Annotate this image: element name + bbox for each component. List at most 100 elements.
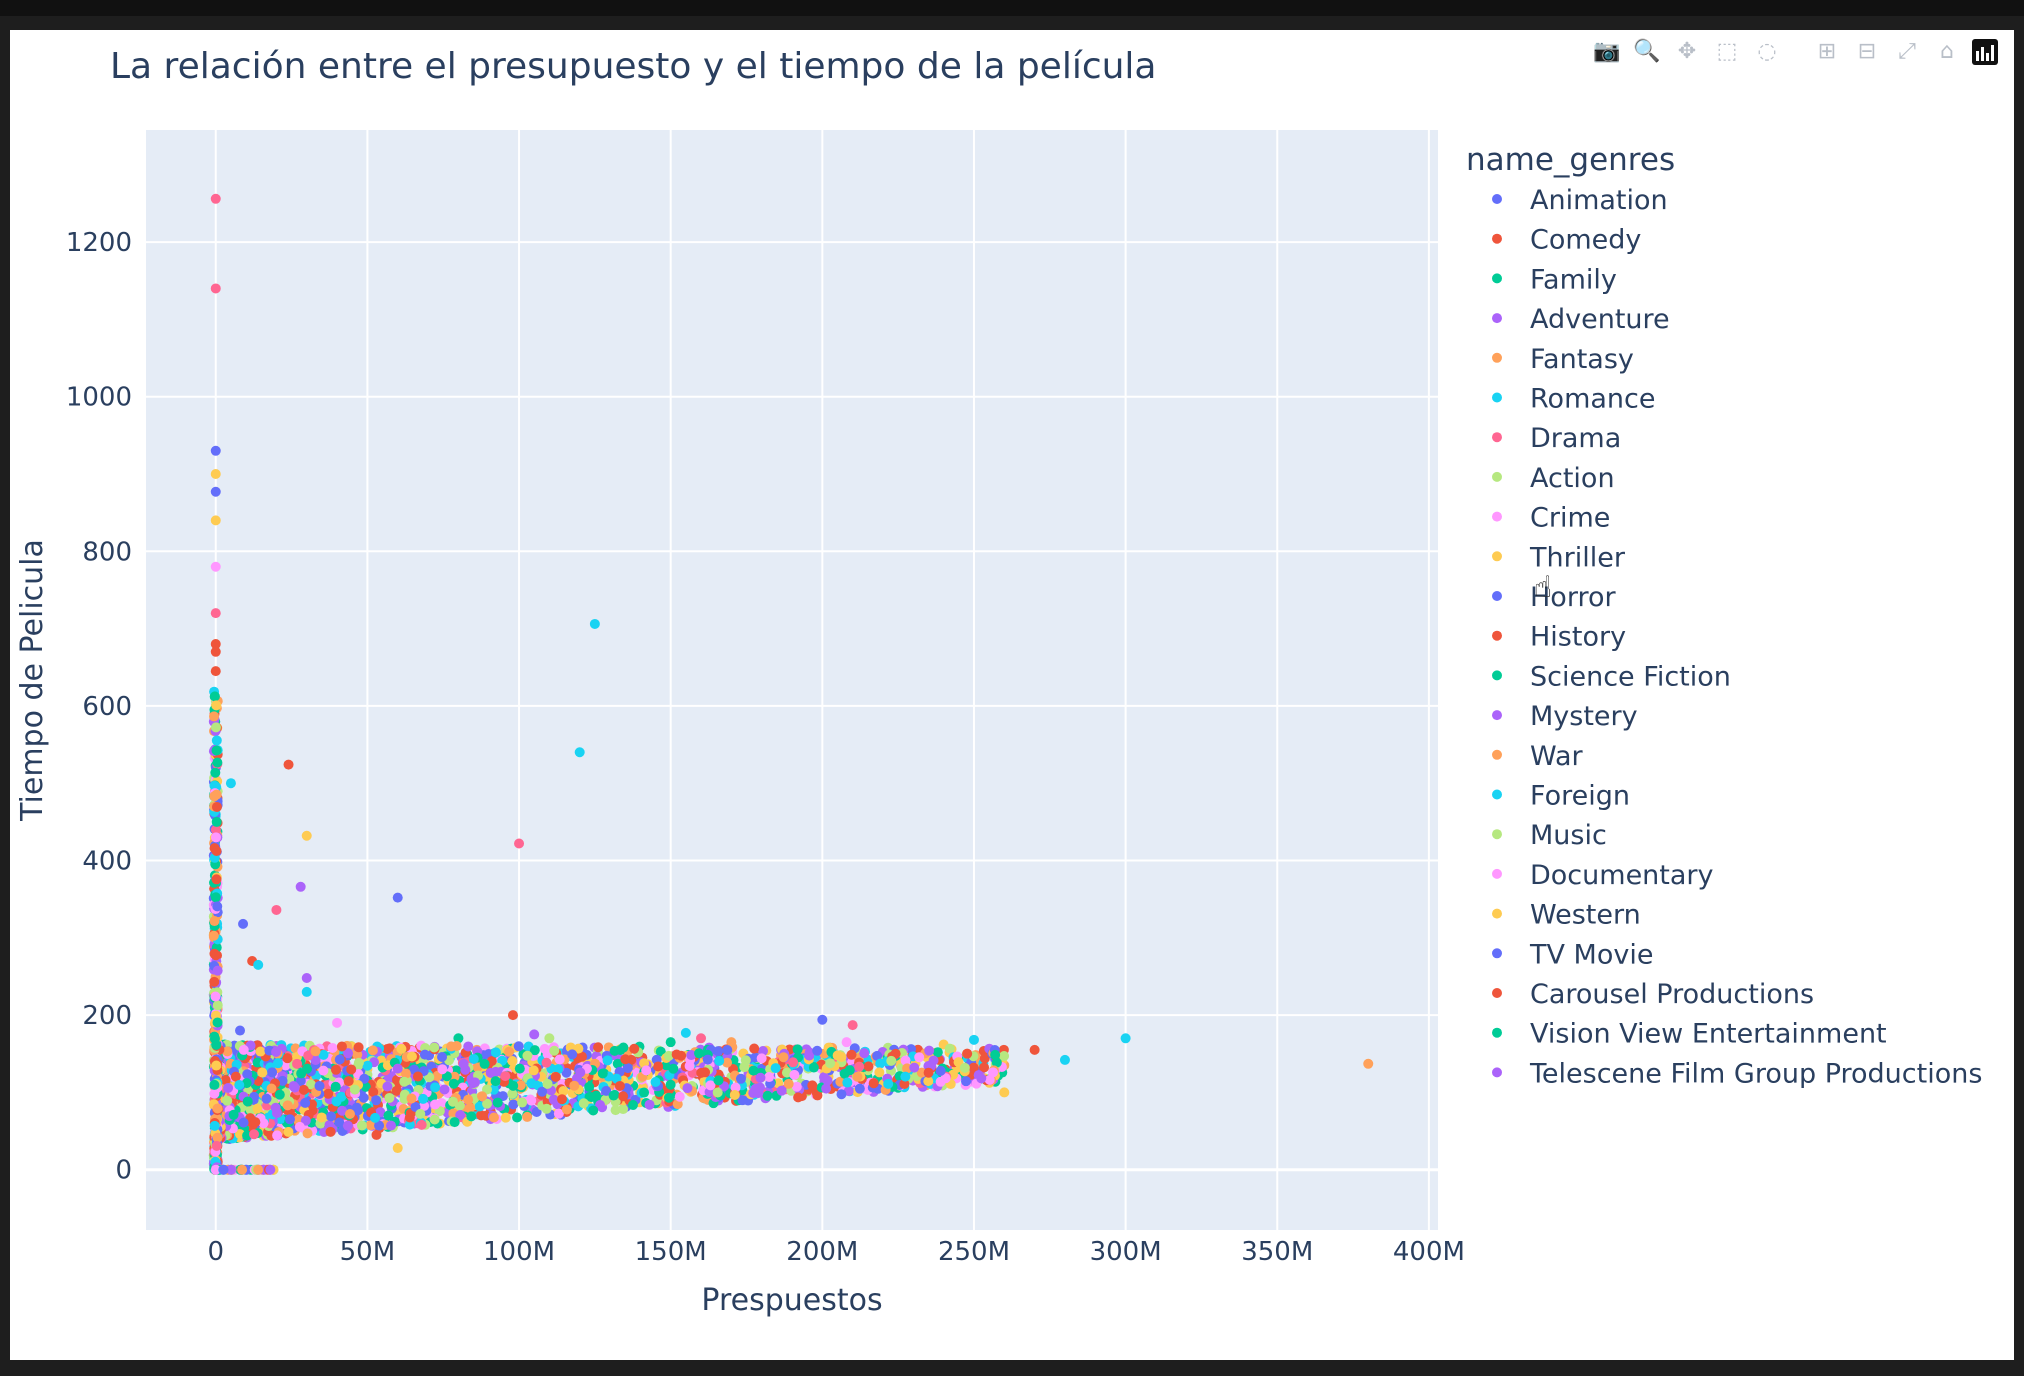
data-point[interactable]	[944, 1043, 955, 1054]
data-point[interactable]	[935, 1065, 946, 1076]
data-point[interactable]	[448, 1078, 459, 1089]
data-point[interactable]	[783, 1078, 794, 1089]
data-point[interactable]	[883, 1078, 894, 1089]
data-point[interactable]	[900, 1055, 911, 1066]
data-point[interactable]	[653, 1061, 664, 1072]
data-point[interactable]	[618, 1104, 629, 1115]
data-point[interactable]	[712, 1087, 723, 1098]
data-point[interactable]	[756, 1053, 767, 1064]
data-point[interactable]	[807, 1080, 818, 1091]
data-point[interactable]	[261, 1093, 272, 1104]
data-point[interactable]	[962, 1048, 973, 1059]
data-point[interactable]	[336, 1041, 347, 1052]
data-point[interactable]	[984, 1074, 995, 1085]
data-point[interactable]	[696, 1067, 707, 1078]
data-point[interactable]	[961, 1076, 972, 1087]
data-point[interactable]	[237, 1164, 248, 1175]
data-point[interactable]	[282, 1100, 293, 1111]
data-point[interactable]	[875, 1058, 886, 1069]
data-point[interactable]	[778, 1052, 789, 1063]
data-point[interactable]	[270, 1102, 281, 1113]
data-point[interactable]	[349, 1084, 360, 1095]
data-point[interactable]	[292, 1058, 303, 1069]
legend-item[interactable]: Action	[1492, 463, 1615, 494]
data-point[interactable]	[238, 918, 249, 929]
data-point[interactable]	[360, 1081, 371, 1092]
data-point[interactable]	[209, 1079, 220, 1090]
data-point[interactable]	[874, 1067, 885, 1078]
data-point[interactable]	[429, 1042, 440, 1053]
data-point[interactable]	[447, 1096, 458, 1107]
data-point[interactable]	[671, 1049, 682, 1060]
data-point[interactable]	[272, 1130, 283, 1141]
data-point[interactable]	[211, 816, 222, 827]
data-point[interactable]	[294, 1121, 305, 1132]
data-point[interactable]	[396, 1043, 407, 1054]
data-point[interactable]	[490, 1066, 501, 1077]
data-point[interactable]	[406, 1051, 417, 1062]
data-point[interactable]	[602, 1055, 613, 1066]
data-point[interactable]	[392, 1063, 403, 1074]
data-point[interactable]	[295, 881, 306, 892]
data-point[interactable]	[680, 1027, 691, 1038]
data-point[interactable]	[301, 972, 312, 983]
data-point[interactable]	[705, 1080, 716, 1091]
data-point[interactable]	[250, 1117, 261, 1128]
data-point[interactable]	[212, 757, 223, 768]
data-point[interactable]	[318, 1049, 329, 1060]
data-point[interactable]	[522, 1111, 533, 1122]
data-point[interactable]	[367, 1045, 378, 1056]
data-point[interactable]	[209, 1120, 220, 1131]
data-point[interactable]	[574, 747, 585, 758]
data-point[interactable]	[346, 1064, 357, 1075]
data-point[interactable]	[539, 1043, 550, 1054]
data-point[interactable]	[416, 1119, 427, 1130]
data-point[interactable]	[682, 1083, 693, 1094]
data-point[interactable]	[569, 1080, 580, 1091]
data-point[interactable]	[210, 515, 221, 526]
data-point[interactable]	[211, 801, 222, 812]
data-point[interactable]	[544, 1033, 555, 1044]
legend-item[interactable]: Foreign	[1492, 781, 1630, 812]
data-point[interactable]	[488, 1112, 499, 1123]
data-point[interactable]	[618, 1091, 629, 1102]
data-point[interactable]	[300, 1097, 311, 1108]
data-point[interactable]	[588, 1105, 599, 1116]
data-point[interactable]	[327, 1042, 338, 1053]
data-point[interactable]	[283, 1126, 294, 1137]
data-point[interactable]	[249, 1129, 260, 1140]
data-point[interactable]	[822, 1075, 833, 1086]
data-point[interactable]	[211, 1140, 222, 1151]
data-point[interactable]	[872, 1050, 883, 1061]
data-point[interactable]	[863, 1061, 874, 1072]
data-point[interactable]	[463, 1041, 474, 1052]
data-point[interactable]	[755, 1072, 766, 1083]
data-point[interactable]	[310, 1046, 321, 1057]
data-point[interactable]	[305, 1079, 316, 1090]
data-point[interactable]	[210, 666, 221, 677]
data-point[interactable]	[325, 1126, 336, 1137]
data-point[interactable]	[460, 1064, 471, 1075]
data-point[interactable]	[392, 892, 403, 903]
data-point[interactable]	[517, 1097, 528, 1108]
data-point[interactable]	[253, 959, 264, 970]
data-point[interactable]	[212, 1132, 223, 1143]
data-point[interactable]	[234, 1079, 245, 1090]
home-icon[interactable]: ⌂	[1940, 39, 1954, 64]
data-point[interactable]	[735, 1073, 746, 1084]
data-point[interactable]	[271, 904, 282, 915]
data-point[interactable]	[210, 824, 221, 835]
data-point[interactable]	[211, 846, 222, 857]
data-point[interactable]	[722, 1057, 733, 1068]
data-point[interactable]	[314, 1080, 325, 1091]
data-point[interactable]	[220, 1075, 231, 1086]
data-point[interactable]	[283, 759, 294, 770]
data-point[interactable]	[212, 1017, 223, 1028]
data-point[interactable]	[500, 1112, 511, 1123]
data-point[interactable]	[326, 1111, 337, 1122]
data-point[interactable]	[627, 1099, 638, 1110]
data-point[interactable]	[614, 1080, 625, 1091]
data-point[interactable]	[764, 1072, 775, 1083]
data-point[interactable]	[331, 1096, 342, 1107]
data-point[interactable]	[847, 1020, 858, 1031]
